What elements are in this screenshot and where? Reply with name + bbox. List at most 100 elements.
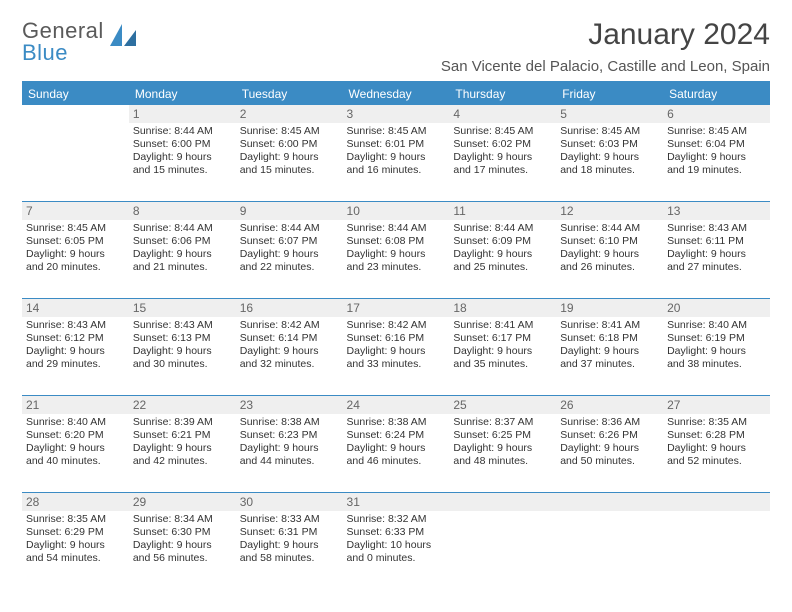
sunset-text: Sunset: 6:28 PM <box>667 429 766 442</box>
calendar-cell: 15Sunrise: 8:43 AMSunset: 6:13 PMDayligh… <box>129 298 236 395</box>
daylight-line1: Daylight: 9 hours <box>453 345 552 358</box>
sunset-text: Sunset: 6:31 PM <box>240 526 339 539</box>
calendar-cell: 4Sunrise: 8:45 AMSunset: 6:02 PMDaylight… <box>449 105 556 201</box>
sunrise-text: Sunrise: 8:36 AM <box>560 416 659 429</box>
weekday-thursday: Thursday <box>449 83 556 105</box>
calendar-week-row: 21Sunrise: 8:40 AMSunset: 6:20 PMDayligh… <box>22 395 770 492</box>
daylight-line2: and 38 minutes. <box>667 358 766 371</box>
day-number: 6 <box>663 105 770 123</box>
day-number: 21 <box>22 395 129 414</box>
sunset-text: Sunset: 6:13 PM <box>133 332 232 345</box>
day-number: 14 <box>22 298 129 317</box>
calendar-cell: 30Sunrise: 8:33 AMSunset: 6:31 PMDayligh… <box>236 492 343 589</box>
empty-cell <box>22 105 129 183</box>
sunrise-text: Sunrise: 8:45 AM <box>347 125 446 138</box>
day-number: 9 <box>236 201 343 220</box>
sunrise-text: Sunrise: 8:44 AM <box>347 222 446 235</box>
sunset-text: Sunset: 6:19 PM <box>667 332 766 345</box>
calendar-cell: 1Sunrise: 8:44 AMSunset: 6:00 PMDaylight… <box>129 105 236 201</box>
sunset-text: Sunset: 6:16 PM <box>347 332 446 345</box>
day-number: 5 <box>556 105 663 123</box>
day-number: 2 <box>236 105 343 123</box>
daylight-line1: Daylight: 9 hours <box>347 442 446 455</box>
calendar-week-row: 14Sunrise: 8:43 AMSunset: 6:12 PMDayligh… <box>22 298 770 395</box>
daylight-line1: Daylight: 9 hours <box>133 442 232 455</box>
daylight-line1: Daylight: 9 hours <box>453 151 552 164</box>
sunrise-text: Sunrise: 8:37 AM <box>453 416 552 429</box>
calendar-cell: 3Sunrise: 8:45 AMSunset: 6:01 PMDaylight… <box>343 105 450 201</box>
day-number: 8 <box>129 201 236 220</box>
daylight-line2: and 21 minutes. <box>133 261 232 274</box>
daylight-line2: and 52 minutes. <box>667 455 766 468</box>
weekday-wednesday: Wednesday <box>343 83 450 105</box>
sunset-text: Sunset: 6:20 PM <box>26 429 125 442</box>
day-number: 23 <box>236 395 343 414</box>
day-number: 16 <box>236 298 343 317</box>
daylight-line1: Daylight: 9 hours <box>240 345 339 358</box>
sunrise-text: Sunrise: 8:35 AM <box>26 513 125 526</box>
day-number: 25 <box>449 395 556 414</box>
daylight-line2: and 37 minutes. <box>560 358 659 371</box>
sail-icon <box>110 24 138 53</box>
daylight-line1: Daylight: 9 hours <box>453 442 552 455</box>
daylight-line2: and 30 minutes. <box>133 358 232 371</box>
calendar-cell: 27Sunrise: 8:35 AMSunset: 6:28 PMDayligh… <box>663 395 770 492</box>
sunrise-text: Sunrise: 8:35 AM <box>667 416 766 429</box>
weekday-header-row: Sunday Monday Tuesday Wednesday Thursday… <box>22 83 770 105</box>
empty-cell <box>449 511 556 589</box>
sunset-text: Sunset: 6:05 PM <box>26 235 125 248</box>
day-number: 17 <box>343 298 450 317</box>
sunrise-text: Sunrise: 8:32 AM <box>347 513 446 526</box>
sunrise-text: Sunrise: 8:40 AM <box>667 319 766 332</box>
calendar-cell: 5Sunrise: 8:45 AMSunset: 6:03 PMDaylight… <box>556 105 663 201</box>
title-block: January 2024 San Vicente del Palacio, Ca… <box>441 18 770 75</box>
sunset-text: Sunset: 6:07 PM <box>240 235 339 248</box>
sunrise-text: Sunrise: 8:43 AM <box>26 319 125 332</box>
calendar-cell <box>22 105 129 201</box>
calendar-cell: 22Sunrise: 8:39 AMSunset: 6:21 PMDayligh… <box>129 395 236 492</box>
sunset-text: Sunset: 6:25 PM <box>453 429 552 442</box>
daylight-line2: and 25 minutes. <box>453 261 552 274</box>
daylight-line2: and 44 minutes. <box>240 455 339 468</box>
calendar-cell <box>449 492 556 589</box>
sunrise-text: Sunrise: 8:34 AM <box>133 513 232 526</box>
sunrise-text: Sunrise: 8:39 AM <box>133 416 232 429</box>
sunset-text: Sunset: 6:01 PM <box>347 138 446 151</box>
day-number: 27 <box>663 395 770 414</box>
sunset-text: Sunset: 6:30 PM <box>133 526 232 539</box>
empty-cell <box>556 511 663 589</box>
daylight-line2: and 54 minutes. <box>26 552 125 565</box>
daylight-line1: Daylight: 9 hours <box>560 248 659 261</box>
calendar-cell <box>556 492 663 589</box>
header: General Blue January 2024 San Vicente de… <box>22 18 770 75</box>
sunset-text: Sunset: 6:26 PM <box>560 429 659 442</box>
daylight-line1: Daylight: 9 hours <box>133 151 232 164</box>
sunset-text: Sunset: 6:18 PM <box>560 332 659 345</box>
daylight-line2: and 40 minutes. <box>26 455 125 468</box>
daylight-line2: and 17 minutes. <box>453 164 552 177</box>
calendar-cell: 28Sunrise: 8:35 AMSunset: 6:29 PMDayligh… <box>22 492 129 589</box>
sunrise-text: Sunrise: 8:45 AM <box>453 125 552 138</box>
sunrise-text: Sunrise: 8:44 AM <box>240 222 339 235</box>
daylight-line2: and 19 minutes. <box>667 164 766 177</box>
calendar-cell: 24Sunrise: 8:38 AMSunset: 6:24 PMDayligh… <box>343 395 450 492</box>
day-number: 4 <box>449 105 556 123</box>
daylight-line2: and 18 minutes. <box>560 164 659 177</box>
sunrise-text: Sunrise: 8:43 AM <box>133 319 232 332</box>
sunrise-text: Sunrise: 8:44 AM <box>560 222 659 235</box>
sunrise-text: Sunrise: 8:43 AM <box>667 222 766 235</box>
daylight-line2: and 48 minutes. <box>453 455 552 468</box>
daylight-line1: Daylight: 9 hours <box>240 151 339 164</box>
sunrise-text: Sunrise: 8:45 AM <box>26 222 125 235</box>
daylight-line1: Daylight: 9 hours <box>560 151 659 164</box>
daylight-line1: Daylight: 9 hours <box>347 345 446 358</box>
calendar-cell: 7Sunrise: 8:45 AMSunset: 6:05 PMDaylight… <box>22 201 129 298</box>
month-title: January 2024 <box>441 18 770 52</box>
daylight-line1: Daylight: 9 hours <box>240 539 339 552</box>
empty-day-number <box>556 492 663 511</box>
calendar-cell <box>663 492 770 589</box>
day-number: 28 <box>22 492 129 511</box>
day-number: 3 <box>343 105 450 123</box>
calendar-cell: 11Sunrise: 8:44 AMSunset: 6:09 PMDayligh… <box>449 201 556 298</box>
daylight-line2: and 29 minutes. <box>26 358 125 371</box>
